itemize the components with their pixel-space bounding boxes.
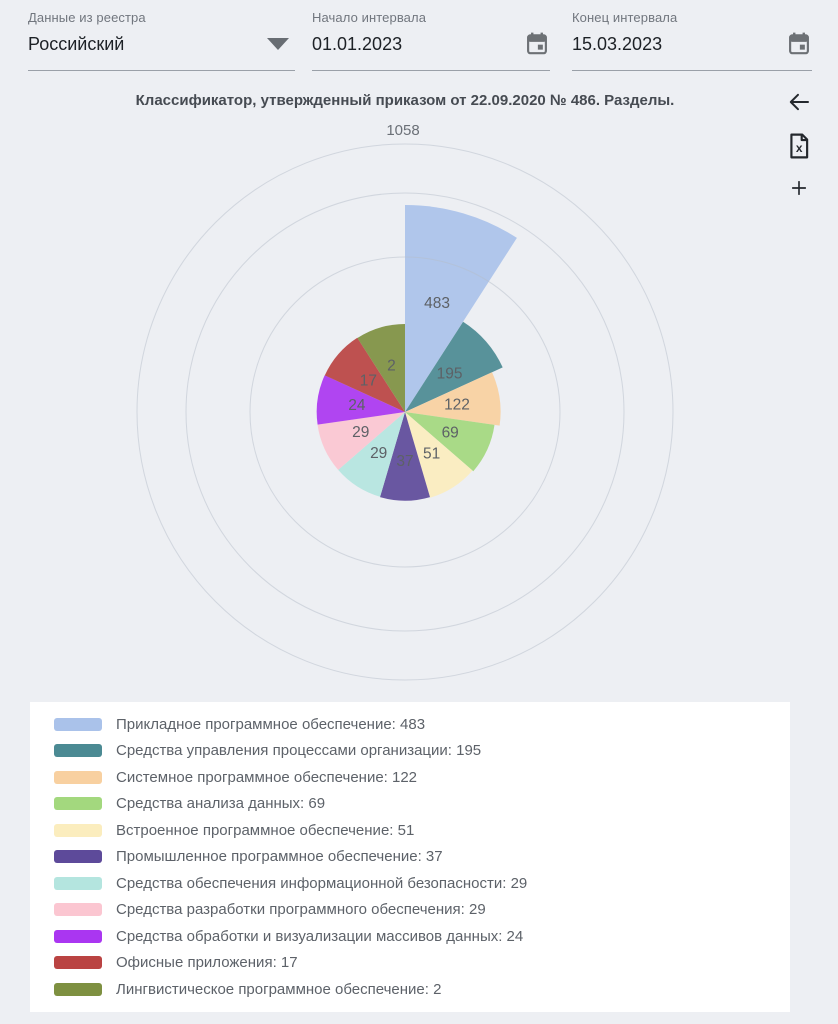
legend-item[interactable]: Офисные приложения: 17: [54, 950, 790, 977]
calendar-icon[interactable]: [524, 31, 550, 57]
registry-select[interactable]: Данные из реестра Российский: [28, 10, 295, 71]
svg-text:x: x: [796, 141, 803, 155]
plus-icon: [792, 180, 806, 195]
legend-item[interactable]: Средства управления процессами организац…: [54, 738, 790, 765]
arrow-left-icon: [789, 93, 809, 111]
legend-swatch: [54, 982, 102, 996]
slice-value-label: 24: [348, 397, 366, 414]
end-date-label: Конец интервала: [572, 10, 678, 25]
back-button[interactable]: [786, 90, 812, 116]
registry-select-value: Российский: [28, 33, 125, 54]
legend-item[interactable]: Встроенное программное обеспечение: 51: [54, 817, 790, 844]
registry-select-label: Данные из реестра: [28, 10, 146, 25]
polar-gridline: [185, 192, 625, 632]
legend-item[interactable]: Промышленное программное обеспечение: 37: [54, 844, 790, 871]
legend-label: Встроенное программное обеспечение: 51: [116, 821, 415, 839]
legend-item[interactable]: Средства обработки и визуализации массив…: [54, 923, 790, 950]
slice-value-label: 69: [442, 425, 459, 442]
export-excel-button[interactable]: x: [786, 133, 812, 159]
slice-value-label: 29: [370, 445, 387, 462]
excel-file-icon: x: [790, 133, 809, 159]
legend-item[interactable]: Системное программное обеспечение: 122: [54, 764, 790, 791]
slice-value-label: 483: [424, 295, 450, 312]
polar-gridline: [136, 143, 674, 681]
end-date-field[interactable]: Конец интервала 15.03.2023: [572, 10, 812, 71]
legend-item[interactable]: Средства разработки программного обеспеч…: [54, 897, 790, 924]
legend-swatch: [54, 797, 102, 811]
radial-axis-max-label: 1058: [386, 122, 419, 139]
legend-label: Средства управления процессами организац…: [116, 742, 482, 760]
pie-slice[interactable]: [405, 205, 517, 412]
legend-item[interactable]: Средства анализа данных: 69: [54, 791, 790, 818]
pie-slice[interactable]: [317, 412, 406, 470]
pie-slice[interactable]: [324, 337, 405, 412]
polar-gridline: [249, 256, 561, 568]
slice-value-label: 122: [444, 397, 470, 414]
chart-legend: Прикладное программное обеспечение: 483 С…: [30, 702, 790, 1012]
legend-swatch: [54, 850, 102, 864]
legend-swatch: [54, 876, 102, 890]
slice-value-label: 195: [437, 365, 463, 382]
legend-item[interactable]: Средства обеспечения информационной безо…: [54, 870, 790, 897]
pie-slice[interactable]: [405, 321, 503, 412]
start-date-field[interactable]: Начало интервала 01.01.2023: [312, 10, 550, 71]
legend-label: Лингвистическое программное обеспечение:…: [116, 980, 442, 998]
pie-slice[interactable]: [357, 324, 405, 412]
legend-item[interactable]: Прикладное программное обеспечение: 483: [54, 711, 790, 738]
legend-label: Промышленное программное обеспечение: 37: [116, 848, 443, 866]
legend-label: Средства разработки программного обеспеч…: [116, 901, 486, 919]
legend-swatch: [54, 823, 102, 837]
slice-value-label: 17: [360, 372, 377, 389]
legend-label: Офисные приложения: 17: [116, 954, 298, 972]
pie-slice[interactable]: [405, 412, 495, 472]
legend-item[interactable]: Лингвистическое программное обеспечение:…: [54, 976, 790, 1003]
legend-swatch: [54, 770, 102, 784]
pie-slice[interactable]: [380, 412, 430, 501]
pie-slice[interactable]: [338, 412, 405, 497]
zoom-in-button[interactable]: [786, 176, 812, 202]
calendar-icon[interactable]: [786, 31, 812, 57]
legend-swatch: [54, 929, 102, 943]
legend-label: Средства обеспечения информационной безо…: [116, 874, 528, 892]
pie-slice[interactable]: [316, 375, 405, 425]
slice-value-label: 37: [396, 453, 413, 470]
chart-title: Классификатор, утвержденный приказом от …: [135, 92, 675, 109]
end-date-value: 15.03.2023: [572, 33, 663, 54]
pie-slice[interactable]: [405, 412, 473, 498]
legend-label: Средства обработки и визуализации массив…: [116, 927, 524, 945]
slice-value-label: 51: [423, 445, 440, 462]
start-date-label: Начало интервала: [312, 10, 427, 25]
pie-slice[interactable]: [405, 372, 501, 426]
start-date-value: 01.01.2023: [312, 33, 403, 54]
chevron-down-icon[interactable]: [267, 38, 289, 50]
legend-swatch: [54, 717, 102, 731]
legend-swatch: [54, 956, 102, 970]
slice-value-label: 2: [387, 358, 396, 375]
chart-toolbar: x: [786, 90, 814, 219]
slice-value-label: 29: [352, 424, 369, 441]
legend-label: Системное программное обеспечение: 122: [116, 768, 418, 786]
legend-swatch: [54, 744, 102, 758]
legend-label: Прикладное программное обеспечение: 483: [116, 715, 426, 733]
legend-swatch: [54, 903, 102, 917]
legend-label: Средства анализа данных: 69: [116, 795, 326, 813]
